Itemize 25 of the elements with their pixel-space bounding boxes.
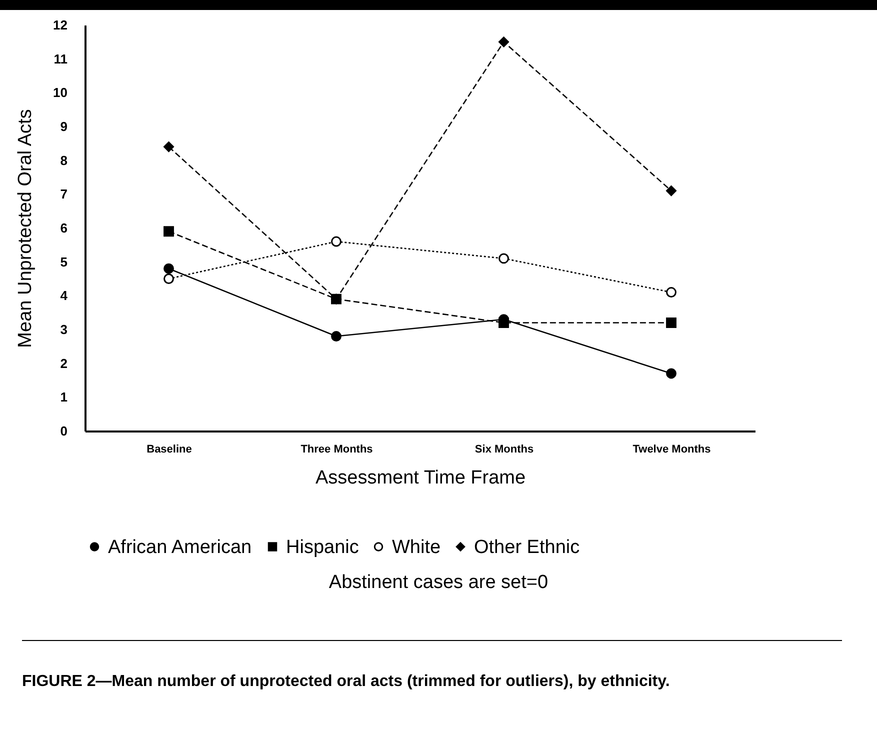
legend-label: African American — [108, 536, 252, 558]
y-axis-title: Mean Unprotected Oral Acts — [15, 109, 36, 348]
x-axis-title: Assessment Time Frame — [315, 468, 526, 488]
y-tick-label: 12 — [53, 18, 68, 32]
y-tick-label: 5 — [60, 254, 68, 270]
text: Abstinent cases are set=0 — [328, 572, 550, 594]
legend-label: Other Ethnic — [474, 536, 580, 558]
legend-label: White — [392, 536, 441, 558]
x-tick-label: Twelve Months — [632, 444, 711, 456]
y-tick-label: 2 — [60, 356, 68, 371]
x-tick-label: Three Months — [300, 444, 373, 456]
y-tick-label: 6 — [60, 220, 68, 236]
y-tick-label: 4 — [60, 288, 68, 304]
text: FIGURE 2—Mean number of unprotected oral acts (trimmed for outliers), by ethnicity. — [22, 640, 842, 692]
y-tick-label: 11 — [54, 51, 68, 66]
x-tick-label: Six Months — [474, 444, 534, 456]
y-tick-label: 10 — [53, 85, 68, 100]
x-tick-label: Baseline — [146, 444, 192, 456]
legend-label: Hispanic — [286, 536, 359, 558]
y-tick-label: 3 — [60, 322, 68, 337]
y-tick-label: 9 — [60, 119, 68, 134]
y-tick-label: 7 — [60, 186, 68, 202]
y-tick-label: 1 — [60, 390, 68, 405]
y-tick-label: 0 — [60, 424, 68, 438]
y-tick-label: 8 — [60, 152, 68, 168]
